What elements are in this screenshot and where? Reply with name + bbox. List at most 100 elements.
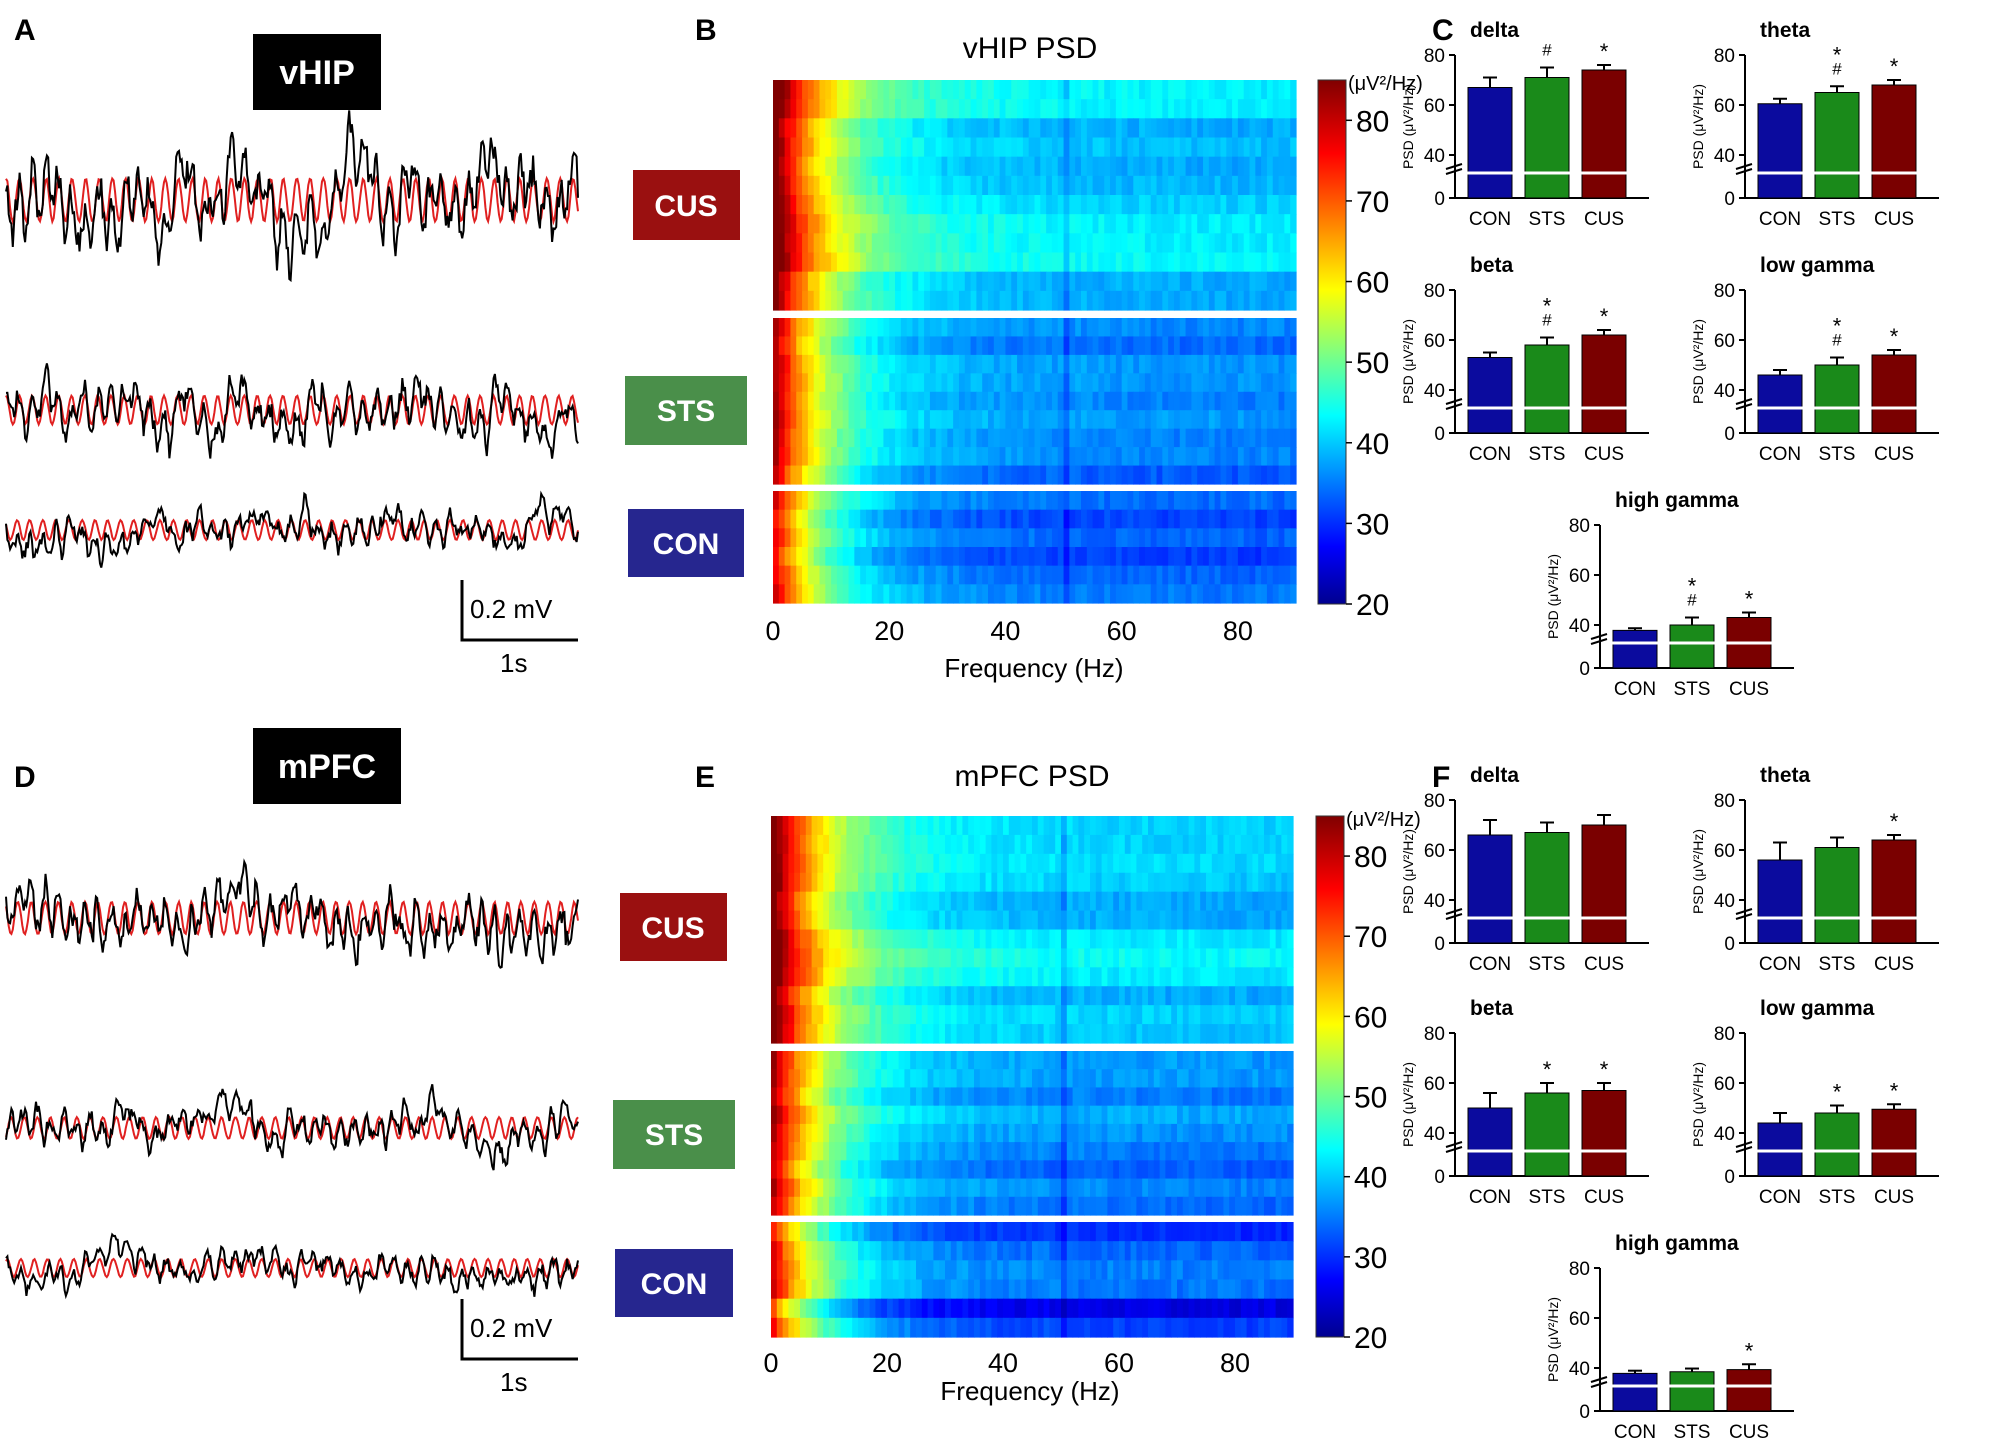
heatmap-cell-sts [1136, 1160, 1143, 1180]
heatmap-cell-cus [906, 156, 914, 177]
heatmap-cell-cus [947, 137, 954, 158]
heatmap-cell-cus [1182, 986, 1190, 1006]
heatmap-cell-con [802, 565, 809, 585]
heatmap-cell-cus [1034, 214, 1041, 234]
heatmap-cell-con [794, 1260, 801, 1281]
heatmap-cell-sts [1040, 428, 1047, 448]
heatmap-cell-con [1022, 528, 1030, 548]
heatmap-cell-sts [1200, 1105, 1207, 1125]
heatmap-cell-sts [1261, 391, 1268, 411]
heatmap-cell-cus [968, 853, 975, 874]
heatmap-cell-cus [1084, 1024, 1091, 1044]
heatmap-cell-con [877, 584, 885, 604]
heatmap-cell-sts [794, 1069, 801, 1089]
heatmap-cell-cus [846, 834, 853, 855]
heatmap-cell-sts [1043, 1105, 1050, 1125]
heatmap-cell-sts [1098, 428, 1105, 448]
heatmap-cell-cus [1127, 252, 1134, 273]
heatmap-cell-cus [927, 948, 934, 968]
heatmap-cell-cus [796, 118, 803, 139]
heatmap-cell-sts [1090, 1069, 1097, 1089]
heatmap-cell-cus [1235, 1024, 1242, 1044]
heatmap-cell-con [1229, 1241, 1236, 1261]
heatmap-cell-con [1185, 491, 1192, 511]
heatmap-cell-con [1043, 1298, 1050, 1319]
heatmap-cell-sts [1203, 447, 1210, 467]
heatmap-cell-cus [823, 967, 830, 987]
heatmap-cell-sts [1115, 318, 1123, 338]
heatmap-cell-cus [1150, 271, 1158, 292]
panel-label-f: F [1432, 761, 1450, 794]
heatmap-cell-con [962, 1279, 969, 1300]
heatmap-cell-sts [1090, 1142, 1097, 1161]
heatmap-cell-cus [1200, 872, 1207, 893]
heatmap-cell-cus [1037, 910, 1045, 931]
heatmap-cell-con [939, 1317, 946, 1338]
heatmap-cell-sts [1214, 410, 1222, 430]
group-label-cus-vhip-bg [633, 170, 740, 240]
heatmap-cell-cus [912, 214, 919, 234]
heatmap-cell-cus [1179, 137, 1187, 158]
heatmap-cell-sts [848, 465, 855, 485]
heatmap-cell-cus [1168, 80, 1175, 100]
heatmap-cell-con [1072, 1317, 1079, 1338]
heatmap-cell-sts [1075, 373, 1082, 393]
heatmap-cell-sts [974, 1123, 981, 1143]
heatmap-cell-con [1179, 547, 1187, 567]
heatmap-cell-con [1188, 1222, 1195, 1242]
heatmap-cell-sts [1011, 447, 1018, 467]
group-label-cus-mpfc: CUS [620, 893, 727, 961]
heatmap-cell-cus [811, 891, 818, 912]
heatmap-cell-cus [910, 1005, 917, 1025]
heatmap-cell-con [985, 1298, 992, 1319]
heatmap-cell-cus [1153, 816, 1161, 836]
heatmap-cell-sts [962, 1123, 969, 1143]
heatmap-cell-cus [1217, 872, 1224, 893]
heatmap-cell-sts [854, 391, 861, 411]
heatmap-cell-cus [883, 175, 890, 196]
heatmap-cell-cus [1281, 1024, 1288, 1044]
heatmap-cell-sts [887, 1123, 894, 1143]
heatmap-cell-cus [1095, 929, 1103, 950]
heatmap-cell-con [1252, 1279, 1259, 1300]
heatmap-cell-cus [1043, 834, 1050, 855]
heatmap-cell-cus [1185, 252, 1192, 273]
heatmap-cell-sts [1179, 354, 1187, 374]
heatmap-cell-sts [993, 410, 1001, 430]
heatmap-cell-cus [979, 986, 987, 1006]
heatmap-cell-con [881, 1317, 888, 1338]
heatmap-cell-cus [1246, 910, 1253, 931]
heatmap-cell-con [1095, 1317, 1103, 1338]
heatmap-cell-sts [939, 1196, 946, 1216]
heatmap-cell-cus [985, 816, 992, 836]
heatmap-cell-con [881, 1241, 888, 1261]
heatmap-cell-cus [1252, 853, 1259, 874]
heatmap-cell-sts [1095, 1087, 1103, 1107]
heatmap-cell-cus [1051, 252, 1059, 273]
heatmap-cell-cus [1014, 1024, 1021, 1044]
heatmap-cell-cus [819, 156, 826, 177]
heatmap-cell-cus [1136, 872, 1143, 893]
heatmap-cell-sts [778, 336, 786, 356]
heatmap-cell-cus [924, 118, 931, 139]
heatmap-cell-cus [1188, 816, 1195, 836]
heatmap-cell-sts [918, 336, 925, 356]
heatmap-cell-sts [1194, 1178, 1201, 1198]
heatmap-cell-sts [1258, 1087, 1265, 1107]
heatmap-cell-con [1032, 1279, 1039, 1300]
heatmap-cell-sts [1124, 1160, 1132, 1180]
heatmap-cell-cus [1020, 910, 1027, 931]
heatmap-cell-cus [1168, 195, 1175, 215]
trace-mpfc-con-raw [5, 1232, 579, 1300]
heatmap-cell-sts [924, 318, 931, 338]
heatmap-cell-cus [906, 233, 914, 254]
heatmap-cell-sts [1124, 1087, 1132, 1107]
heatmap-cell-con [1261, 491, 1268, 511]
heatmap-cell-cus [1119, 948, 1126, 968]
heatmap-cell-cus [895, 195, 902, 215]
heatmap-cell-sts [1075, 465, 1082, 485]
heatmap-cell-con [1133, 547, 1140, 567]
heatmap-cell-cus [807, 118, 815, 139]
heatmap-cell-sts [1185, 410, 1192, 430]
heatmap-cell-cus [1049, 1005, 1056, 1025]
